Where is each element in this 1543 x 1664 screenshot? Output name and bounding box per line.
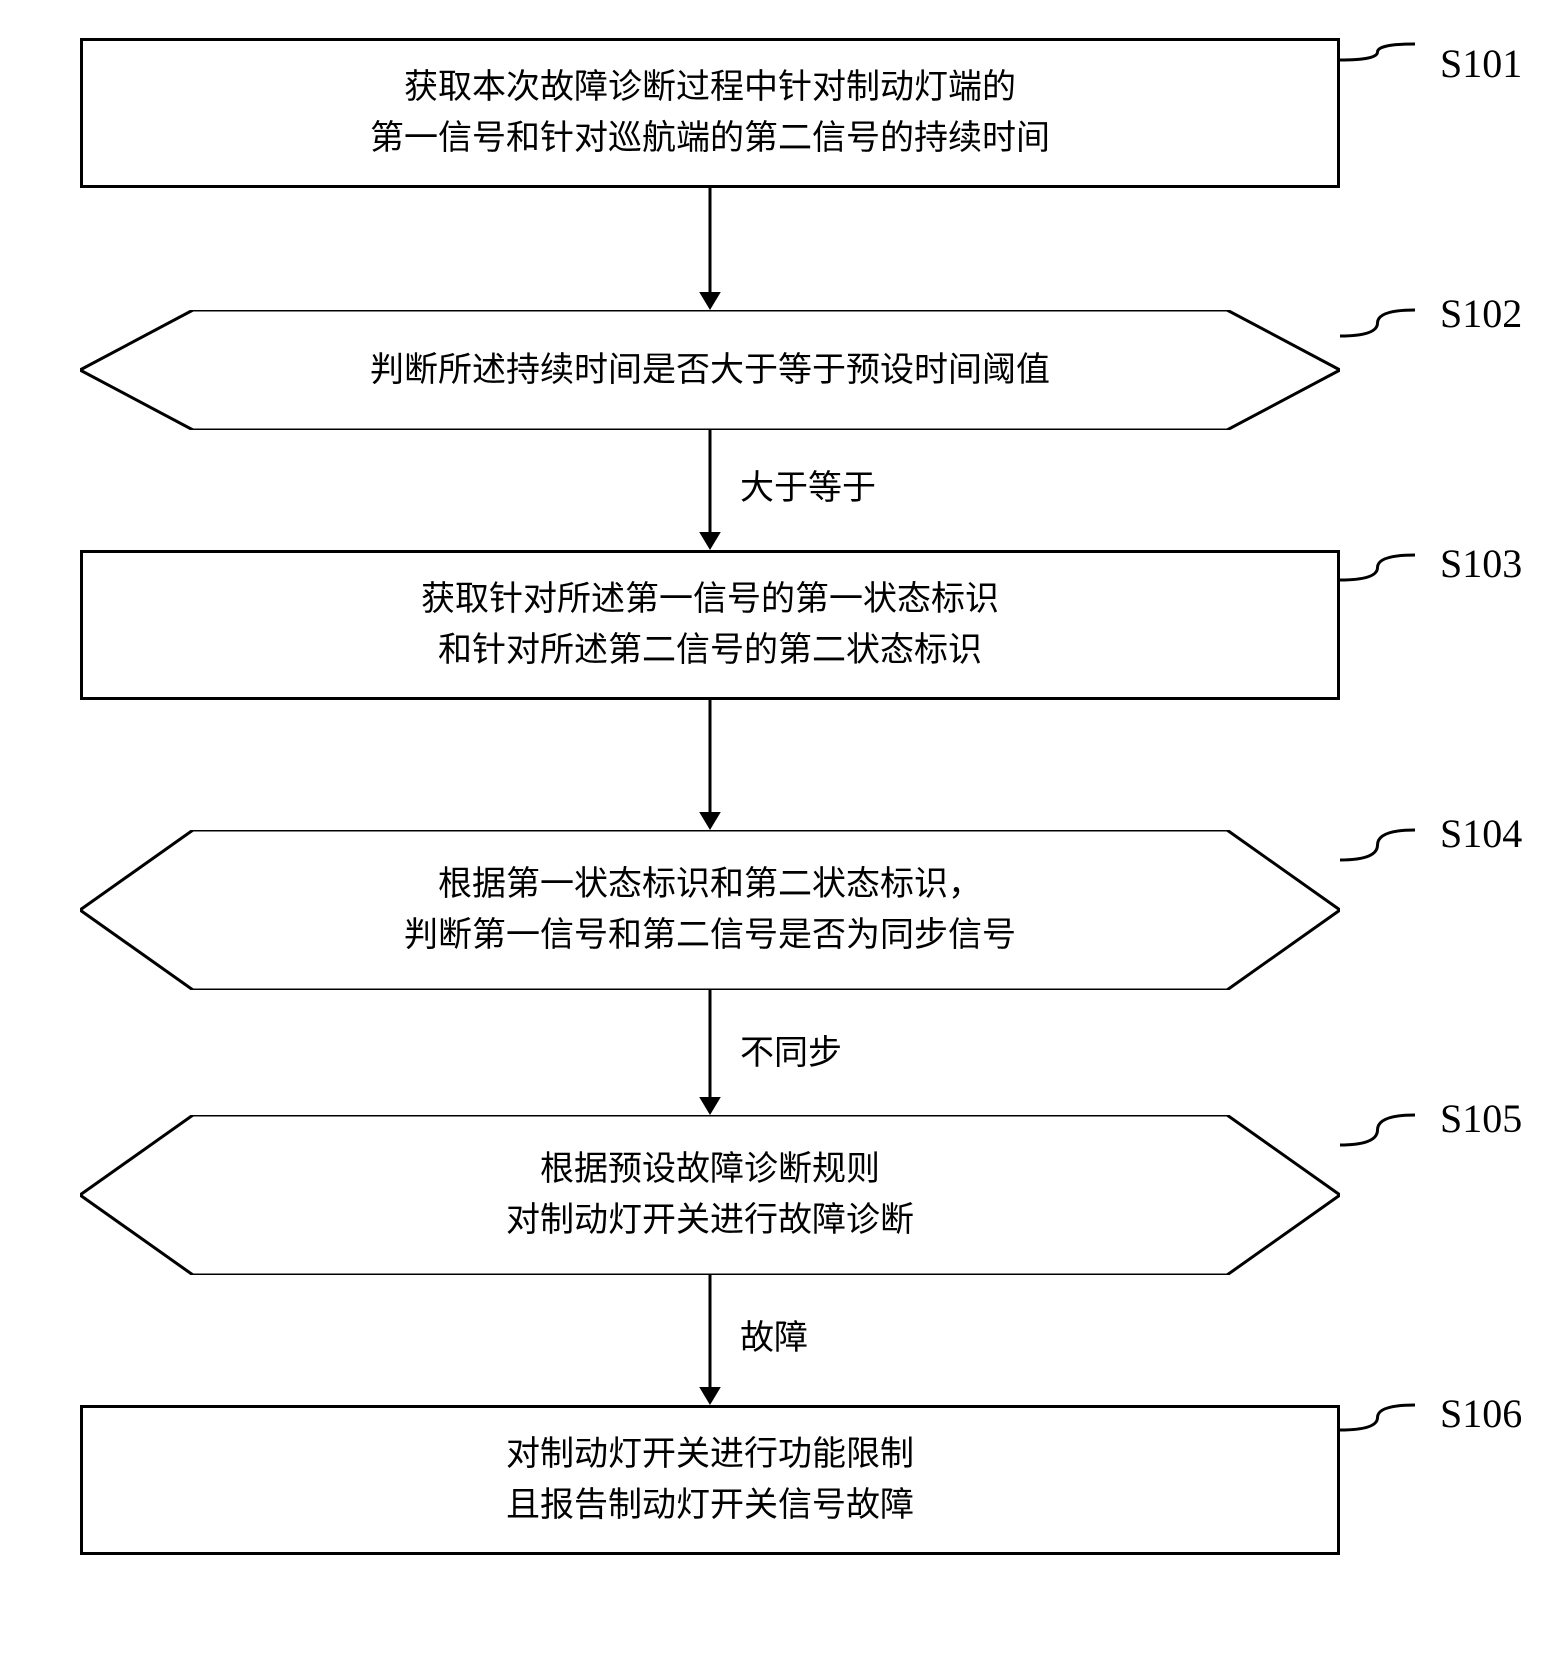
flowchart-canvas: 获取本次故障诊断过程中针对制动灯端的第一信号和针对巡航端的第二信号的持续时间S1… [20,30,1523,1634]
connectors [20,30,1523,1634]
edge-label: 大于等于 [740,460,876,509]
edge-label: 不同步 [740,1025,842,1074]
edge-label: 故障 [740,1310,808,1359]
